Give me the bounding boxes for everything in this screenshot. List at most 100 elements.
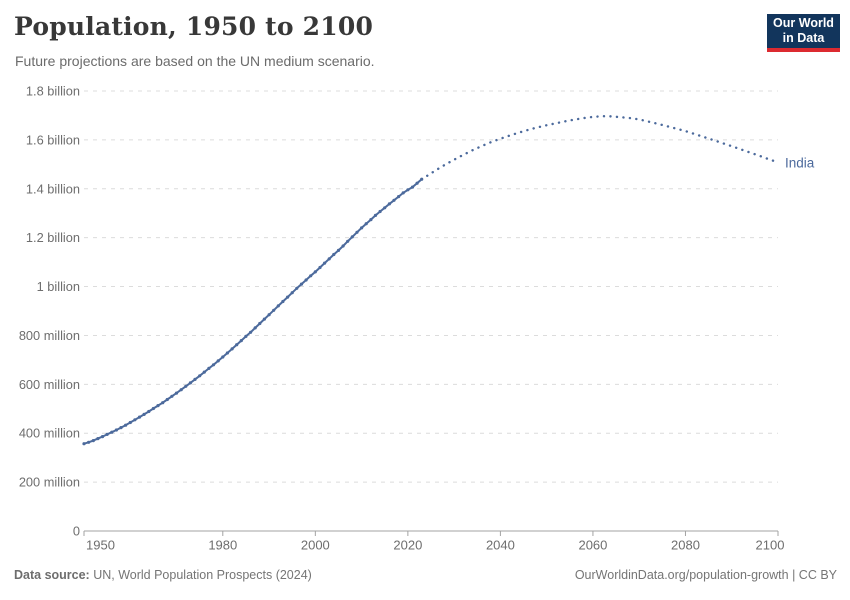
series-point bbox=[286, 295, 290, 299]
series-point bbox=[276, 304, 280, 308]
series-point bbox=[309, 274, 313, 278]
x-axis-tick-label: 2060 bbox=[578, 538, 607, 553]
series-point bbox=[202, 370, 206, 374]
series-point bbox=[346, 239, 350, 243]
series-point bbox=[221, 355, 225, 359]
series-point bbox=[336, 248, 341, 252]
series-point bbox=[179, 388, 183, 392]
series-point bbox=[290, 291, 294, 295]
series-point bbox=[373, 213, 378, 217]
series-point bbox=[170, 394, 174, 398]
series-point bbox=[198, 374, 202, 378]
series-point bbox=[114, 428, 118, 432]
series-point bbox=[341, 244, 345, 248]
series-point bbox=[133, 418, 137, 422]
series-point bbox=[100, 435, 105, 439]
chart-footer: Data source: UN, World Population Prospe… bbox=[0, 566, 850, 590]
series-point bbox=[258, 321, 262, 326]
x-axis-tick-label: 2080 bbox=[671, 538, 700, 553]
series-point bbox=[105, 432, 109, 436]
series-point bbox=[207, 366, 211, 370]
series-point bbox=[184, 384, 188, 388]
series-point bbox=[397, 195, 401, 199]
series-point bbox=[147, 409, 151, 414]
y-axis-tick-label: 1.8 billion bbox=[26, 84, 80, 99]
series-point bbox=[225, 351, 229, 355]
series-point bbox=[230, 347, 234, 351]
series-point bbox=[327, 257, 331, 261]
series-point bbox=[211, 363, 216, 367]
series-point bbox=[124, 423, 128, 427]
series-point bbox=[96, 437, 100, 441]
series-point bbox=[110, 430, 114, 434]
owid-url-license[interactable]: OurWorldinData.org/population-growth | C… bbox=[574, 568, 837, 582]
series-point bbox=[295, 286, 299, 290]
series-point bbox=[137, 415, 142, 419]
series-point bbox=[174, 391, 179, 395]
series-point bbox=[244, 334, 248, 338]
series-point bbox=[151, 406, 155, 411]
series-point bbox=[401, 191, 405, 195]
series-point bbox=[253, 326, 257, 330]
data-source-note: Data source: UN, World Population Prospe… bbox=[14, 568, 312, 582]
series-point bbox=[406, 188, 410, 192]
series-point bbox=[281, 299, 285, 304]
y-axis-tick-label: 1 billion bbox=[37, 279, 80, 294]
series-point bbox=[216, 359, 220, 363]
series-point bbox=[262, 317, 266, 321]
series-point bbox=[318, 265, 322, 270]
x-axis-tick-label: 2040 bbox=[486, 538, 515, 553]
x-axis-tick-label: 2000 bbox=[301, 538, 330, 553]
y-axis-tick-label: 1.2 billion bbox=[26, 230, 80, 245]
series-point bbox=[387, 202, 391, 206]
series-end-label[interactable]: India bbox=[785, 155, 815, 170]
y-axis-tick-label: 200 million bbox=[19, 475, 80, 490]
series-point bbox=[239, 339, 243, 343]
series-point bbox=[364, 222, 368, 226]
series-point bbox=[383, 206, 387, 210]
y-axis-tick-label: 800 million bbox=[19, 328, 80, 343]
owid-logo-accent-bar bbox=[767, 48, 840, 52]
series-point bbox=[188, 381, 192, 385]
y-axis-tick-label: 0 bbox=[73, 524, 80, 539]
owid-logo[interactable]: Our World in Data bbox=[767, 14, 840, 52]
series-point bbox=[323, 261, 327, 265]
y-axis-tick-label: 600 million bbox=[19, 377, 80, 392]
series-point bbox=[369, 218, 373, 222]
series-point bbox=[392, 198, 396, 202]
series-point bbox=[360, 226, 364, 230]
series-point bbox=[193, 377, 197, 381]
series-point bbox=[91, 439, 95, 443]
series-point bbox=[161, 401, 165, 405]
series-point bbox=[313, 270, 317, 274]
series-point bbox=[299, 282, 304, 286]
series-point bbox=[82, 442, 86, 446]
y-axis-tick-label: 400 million bbox=[19, 426, 80, 441]
x-axis-tick-label: 2020 bbox=[393, 538, 422, 553]
owid-logo-line1: Our World bbox=[773, 16, 834, 30]
series-point bbox=[119, 426, 123, 430]
series-point bbox=[235, 343, 239, 347]
series-point bbox=[355, 230, 359, 234]
series-point bbox=[87, 440, 91, 444]
series-point bbox=[267, 313, 271, 317]
series-point bbox=[249, 330, 253, 334]
series-point bbox=[304, 278, 308, 282]
series-point bbox=[350, 235, 354, 239]
series-point bbox=[156, 404, 160, 408]
chart-subtitle: Future projections are based on the UN m… bbox=[15, 53, 375, 69]
series-point bbox=[410, 185, 415, 189]
series-line-projection[interactable] bbox=[420, 115, 780, 181]
series-point bbox=[165, 397, 169, 402]
data-source-label: Data source: bbox=[14, 568, 90, 582]
data-source-text: UN, World Population Prospects (2024) bbox=[89, 568, 312, 582]
series-point bbox=[128, 420, 132, 425]
series-point bbox=[332, 252, 336, 257]
page-title: Population, 1950 to 2100 bbox=[14, 12, 374, 41]
owid-logo-line2: in Data bbox=[782, 31, 825, 45]
series-point bbox=[272, 308, 276, 312]
x-axis-tick-label: 2100 bbox=[756, 538, 785, 553]
x-axis-tick-label: 1950 bbox=[86, 538, 115, 553]
series-point bbox=[142, 412, 146, 416]
